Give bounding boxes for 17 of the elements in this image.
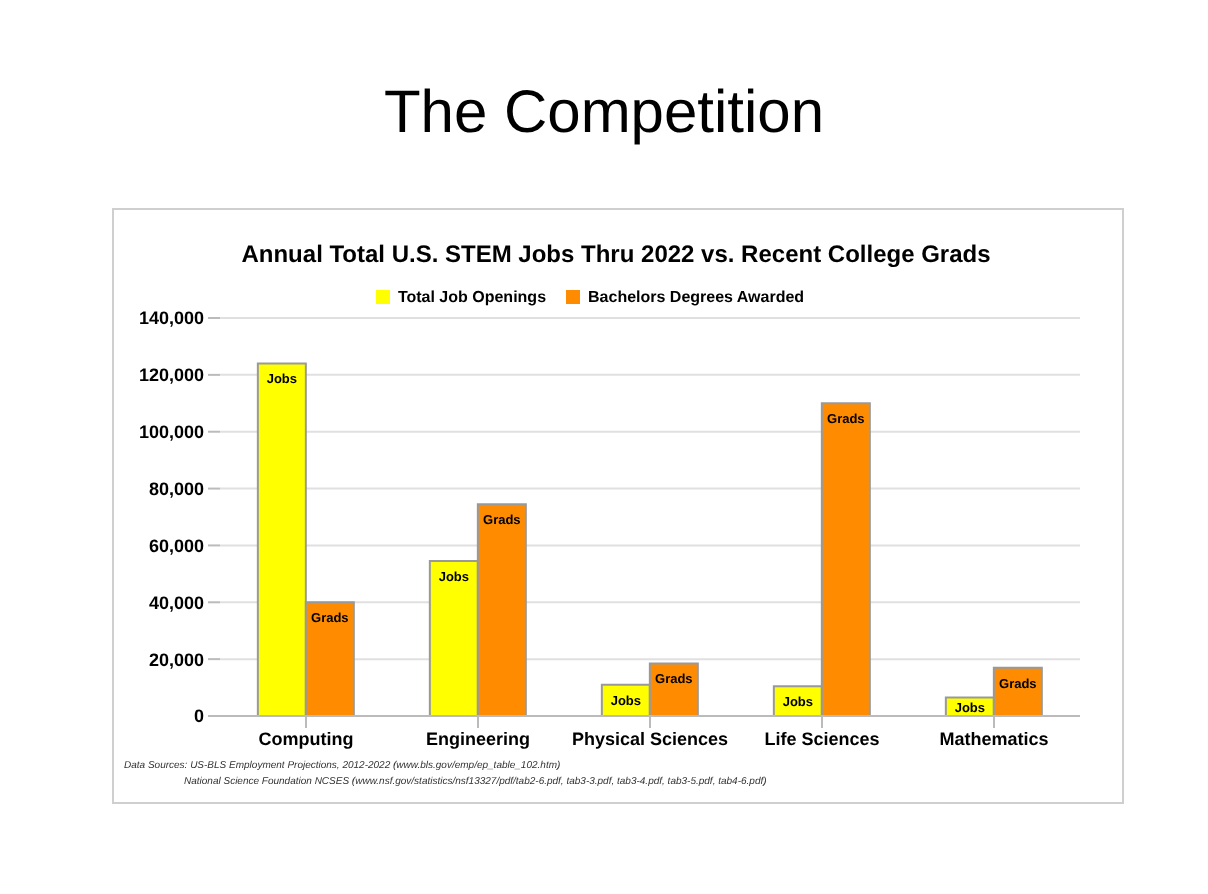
chart-subtitle: Annual Total U.S. STEM Jobs Thru 2022 vs. Recent College Grads <box>239 240 993 268</box>
y-tick-label: 100,000 <box>138 422 204 443</box>
legend-label: Total Job Openings <box>397 288 547 306</box>
x-tick-label: Computing <box>258 728 354 749</box>
y-tick-label: 40,000 <box>148 592 204 613</box>
y-tick-label: 80,000 <box>148 478 204 499</box>
y-tick-label: 0 <box>193 706 204 727</box>
x-tick-label: Life Sciences <box>764 728 880 749</box>
x-tick-label: Engineering <box>425 728 531 749</box>
x-tick-label: Mathematics <box>939 728 1049 749</box>
y-tick-label: 60,000 <box>148 535 204 556</box>
y-tick-label: 120,000 <box>138 365 204 386</box>
y-tick-label: 140,000 <box>138 308 204 329</box>
legend-label: Bachelors Degrees Awarded <box>588 288 805 306</box>
chart-title: The Competition <box>381 80 827 148</box>
y-tick-label: 20,000 <box>148 649 204 670</box>
x-tick-label: Physical Sciences <box>571 728 729 749</box>
